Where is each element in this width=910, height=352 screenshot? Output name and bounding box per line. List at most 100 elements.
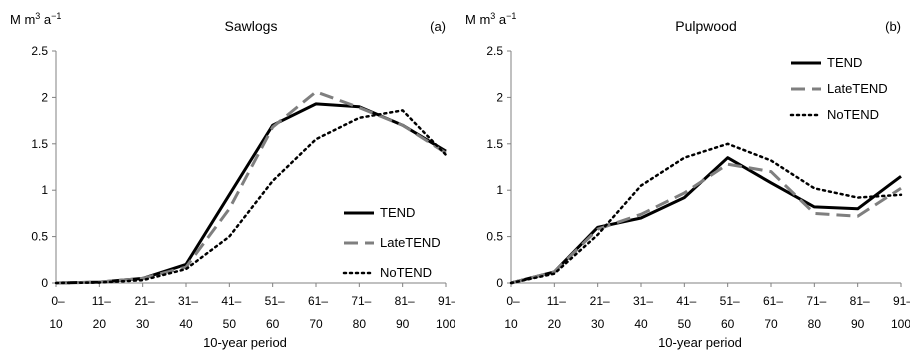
- chart-2-x-tick-line2: 20: [548, 317, 562, 331]
- chart-1-x-axis-title: 10-year period: [203, 335, 287, 350]
- chart-1-y-tick-label: 1: [41, 183, 48, 197]
- chart-1-unit-part: a: [40, 12, 52, 27]
- chart-1-x-tick-line2: 40: [179, 317, 193, 331]
- chart-2-x-tick-label: 81– 90: [850, 294, 870, 331]
- chart-1-unit-sup: −1: [51, 11, 61, 21]
- chart-1-x-tick-label: 21– 30: [135, 294, 155, 331]
- chart-2-x-tick-line2: 70: [764, 317, 778, 331]
- chart-2-y-tick-label: 0.5: [486, 230, 503, 244]
- chart-2-x-tick-line2: 90: [851, 317, 865, 331]
- chart-2-series-tend: [510, 156, 902, 285]
- chart-1-x-tick-line2: 90: [396, 317, 410, 331]
- chart-2-legend-label: TEND: [827, 55, 862, 70]
- chart-1-y-tick-label: 0: [41, 276, 48, 290]
- chart-2-x-tick-line2: 50: [678, 317, 692, 331]
- chart-2-series-latetend: [510, 162, 902, 285]
- chart-2-x-tick-line2: 80: [808, 317, 822, 331]
- chart-1-x-tick-line2: 60: [266, 317, 280, 331]
- chart-1-series-latetend: [55, 90, 447, 285]
- chart-2-x-tick-line1: 31–: [633, 294, 653, 308]
- chart-2-x-tick-line1: 51–: [720, 294, 740, 308]
- chart-1-x-tick-label: 71– 80: [351, 294, 371, 331]
- chart-2-unit-part: M m: [465, 12, 490, 27]
- chart-2-x-axis-title: 10-year period: [658, 335, 742, 350]
- chart-1-unit-part: M m: [10, 12, 35, 27]
- chart-1-x-tick-line2: 70: [309, 317, 323, 331]
- chart-1-series-notend: [54, 109, 448, 285]
- chart-2-unit-sup: 3: [490, 11, 495, 21]
- chart-2-x-tick-line1: 21–: [590, 294, 610, 308]
- chart-1-x-tick-line2: 100: [436, 317, 455, 331]
- chart-2-x-tick-line1: 71–: [806, 294, 826, 308]
- chart-2-legend-label: LateTEND: [827, 81, 888, 96]
- chart-1-legend-label: LateTEND: [380, 235, 441, 250]
- chart-1-y-tick-label: 0.5: [31, 230, 48, 244]
- chart-1-x-tick-line1: 71–: [351, 294, 371, 308]
- chart-1-x-tick-line2: 10: [49, 317, 63, 331]
- chart-1-x-tick-line1: 21–: [135, 294, 155, 308]
- chart-1-x-tick-line1: 61–: [308, 294, 328, 308]
- chart-1-y-tick-label: 2: [41, 90, 48, 104]
- chart-2-y-tick-label: 0: [496, 276, 503, 290]
- chart-2-unit-part: a: [495, 12, 507, 27]
- chart-2-legend-label: NoTEND: [827, 107, 879, 122]
- chart-1-x-tick-line1: 0–: [51, 294, 65, 308]
- chart-2-y-tick-label: 1.5: [486, 137, 503, 151]
- chart-2-x-tick-line1: 81–: [850, 294, 870, 308]
- chart-2-x-tick-label: 0– 10: [504, 294, 520, 331]
- chart-1-x-tick-line1: 91–: [438, 294, 455, 308]
- chart-2-x-tick-line1: 91–: [893, 294, 910, 308]
- chart-sawlogs: M m3 a−1 Sawlogs (a) 0 0.5 1 1.5 2 2.5 0– 10 11– 20 2…: [10, 11, 455, 350]
- chart-2-x-tick-line2: 10: [504, 317, 518, 331]
- chart-1-unit-sup: 3: [35, 11, 40, 21]
- chart-2-x-tick-label: 11– 20: [547, 294, 566, 331]
- chart-2-title: Pulpwood: [675, 18, 737, 34]
- chart-2-x-tick-label: 31– 40: [633, 294, 653, 331]
- chart-2-x-tick-label: 41– 50: [676, 294, 696, 331]
- chart-2-unit-sup: −1: [506, 11, 516, 21]
- chart-2-y-tick-label: 1: [496, 183, 503, 197]
- chart-1-x-tick-label: 81– 90: [395, 294, 415, 331]
- chart-2-y-tick-label: 2: [496, 90, 503, 104]
- chart-1-x-tick-label: 41– 50: [221, 294, 241, 331]
- chart-2-series-notend: [509, 142, 903, 285]
- chart-1-x-tick-label: 31– 40: [178, 294, 198, 331]
- chart-1-x-tick-line2: 50: [223, 317, 237, 331]
- chart-2-x-tick-line1: 41–: [676, 294, 696, 308]
- chart-2-unit-label: M m3 a−1: [465, 11, 516, 27]
- chart-2-panel-label: (b): [885, 19, 901, 34]
- chart-1-y-tick-label: 1.5: [31, 137, 48, 151]
- chart-1-unit-label: M m3 a−1: [10, 11, 61, 27]
- chart-1-y-tick-label: 2.5: [31, 44, 48, 58]
- chart-1-x-tick-line1: 81–: [395, 294, 415, 308]
- chart-2-x-tick-line2: 60: [721, 317, 735, 331]
- chart-2-x-tick-label: 21– 30: [590, 294, 610, 331]
- chart-1-x-tick-line2: 80: [353, 317, 367, 331]
- chart-2-x-tick-line1: 11–: [547, 294, 566, 308]
- chart-1-x-tick-label: 0– 10: [49, 294, 65, 331]
- chart-1-legend-label: TEND: [380, 205, 415, 220]
- chart-2-x-tick-label: 91– 100: [891, 294, 910, 331]
- chart-2-x-tick-line1: 0–: [506, 294, 520, 308]
- chart-pulpwood: M m3 a−1 Pulpwood (b) 0 0.5 1 1.5 2 2.5 0– 10 11– 20…: [465, 11, 910, 350]
- chart-1-x-tick-line1: 41–: [221, 294, 241, 308]
- chart-1-panel-label: (a): [430, 19, 446, 34]
- chart-2-x-tick-line2: 30: [591, 317, 605, 331]
- chart-2-x-tick-line2: 100: [891, 317, 910, 331]
- chart-2-x-tick-label: 51– 60: [720, 294, 740, 331]
- chart-1-legend-label: NoTEND: [380, 265, 432, 280]
- chart-1-title: Sawlogs: [225, 18, 278, 34]
- chart-2-x-tick-line2: 40: [634, 317, 648, 331]
- chart-1-x-tick-label: 91– 100: [436, 294, 455, 331]
- chart-2-x-tick-label: 71– 80: [806, 294, 826, 331]
- chart-1-x-tick-line1: 51–: [265, 294, 285, 308]
- chart-2-x-tick-label: 61– 70: [763, 294, 783, 331]
- chart-1-x-tick-line1: 11–: [92, 294, 111, 308]
- chart-1-x-tick-line2: 20: [93, 317, 107, 331]
- chart-1-series-tend: [55, 102, 447, 285]
- chart-2-x-tick-line1: 61–: [763, 294, 783, 308]
- chart-1-x-tick-line2: 30: [136, 317, 150, 331]
- chart-1-x-tick-line1: 31–: [178, 294, 198, 308]
- chart-1-x-tick-label: 61– 70: [308, 294, 328, 331]
- chart-1-x-tick-label: 51– 60: [265, 294, 285, 331]
